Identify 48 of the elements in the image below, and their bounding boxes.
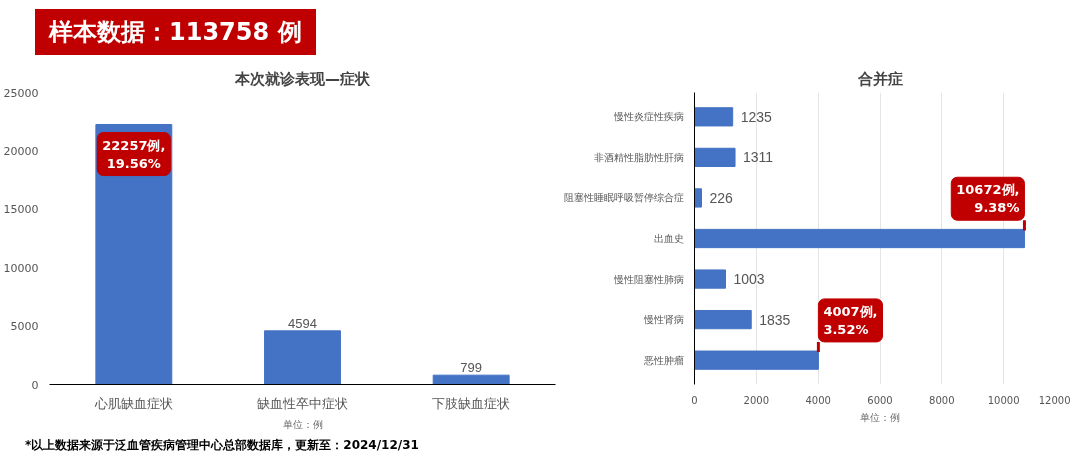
y-tick-label: 非酒精性脂肪性肝病 bbox=[593, 151, 684, 163]
x-axis-title: 单位：例 bbox=[860, 411, 900, 423]
x-tick-label: 2000 bbox=[743, 394, 770, 406]
chart-title: 本次就诊表现—症状 bbox=[234, 69, 371, 88]
annotation: 4007例, 3.52% bbox=[823, 303, 878, 337]
y-tick-label: 恶性肿瘤 bbox=[642, 354, 684, 366]
annotation: 10672例, 9.38% bbox=[956, 182, 1020, 216]
y-tick-label: 慢性肾病 bbox=[642, 314, 684, 326]
y-tick-label: 慢性阻塞性肺病 bbox=[612, 273, 684, 285]
data-label: 1835 bbox=[759, 311, 791, 328]
y-tick-label: 5000 bbox=[10, 320, 39, 334]
x-tick-label: 4000 bbox=[805, 394, 831, 406]
text: 样本数据：113758 例 bbox=[35, 9, 316, 56]
bar bbox=[694, 107, 734, 127]
x-axis-title: 单位：例 bbox=[282, 418, 323, 430]
y-tick-label: 10000 bbox=[3, 261, 39, 275]
y-tick-label: 出血史 bbox=[653, 233, 684, 244]
y-tick-label: 25000 bbox=[3, 86, 39, 100]
bar bbox=[694, 309, 752, 330]
y-tick-label: 慢性炎症性疾病 bbox=[612, 111, 684, 123]
y-tick-label: 0 bbox=[31, 378, 39, 392]
bar bbox=[264, 330, 341, 385]
bar bbox=[694, 228, 1025, 249]
bar bbox=[694, 269, 727, 289]
y-tick-label: 15000 bbox=[3, 203, 39, 217]
bar bbox=[694, 188, 702, 208]
bar bbox=[694, 147, 736, 168]
x-tick-label: 缺血性卒中症状 bbox=[257, 395, 348, 411]
bar bbox=[694, 350, 819, 370]
data-label: 1235 bbox=[740, 108, 773, 125]
x-tick-label: 6000 bbox=[867, 394, 893, 406]
chart-title: 合并症 bbox=[856, 69, 903, 88]
y-tick-label: 20000 bbox=[3, 144, 39, 158]
y-tick-label: 阻塞性睡眠呼吸暂停综合症 bbox=[563, 192, 684, 204]
data-label: 799 bbox=[460, 360, 483, 376]
x-tick-label: 0 bbox=[691, 394, 698, 406]
x-tick-label: 12000 bbox=[1038, 394, 1071, 406]
data-label: 1311 bbox=[743, 149, 774, 166]
x-tick-label: 下肢缺血症状 bbox=[432, 395, 511, 411]
text: *以上数据来源于泛血管疾病管理中心总部数据库，更新至：2024/12/31 bbox=[25, 437, 419, 454]
data-label: 1003 bbox=[733, 271, 765, 288]
data-label: 4594 bbox=[288, 315, 317, 331]
x-tick-label: 10000 bbox=[987, 394, 1020, 406]
annotation: 22257例, 19.56% bbox=[102, 137, 166, 171]
x-tick-label: 心肌缺血症状 bbox=[93, 395, 173, 411]
bar bbox=[432, 374, 510, 385]
data-label: 226 bbox=[709, 189, 734, 206]
x-tick-label: 8000 bbox=[929, 394, 955, 406]
